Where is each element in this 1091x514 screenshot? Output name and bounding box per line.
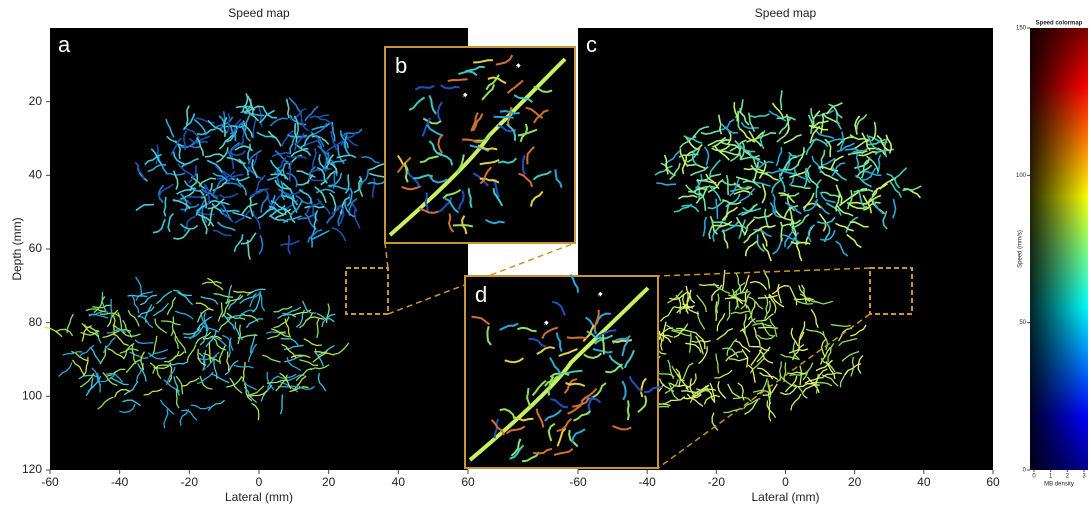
y-tick-label: 40 — [29, 168, 43, 182]
x-tick-label: -20 — [708, 475, 726, 489]
x-tick-label: 0 — [782, 475, 789, 489]
x-tick-label: -60 — [41, 475, 59, 489]
inset-letter: d — [475, 282, 487, 307]
x-tick-label: -20 — [181, 475, 199, 489]
x-tick-label: 60 — [461, 475, 475, 489]
vessel — [278, 386, 298, 387]
vessel — [628, 401, 629, 421]
colorbar-x-label: MB density — [1044, 482, 1074, 488]
colorbar-label: Speed (mm/s) — [1018, 230, 1024, 268]
colorbar-x-tick-label: 1 — [1049, 474, 1053, 480]
panel-title: Speed map — [755, 6, 817, 20]
colorbar-x-tick-label: 3 — [1082, 474, 1086, 480]
panel-letter: c — [586, 32, 597, 57]
panel-letter: a — [58, 32, 71, 57]
x-tick-label: 60 — [986, 475, 1000, 489]
colorbar-tick-label: 100 — [1016, 173, 1027, 179]
x-tick-label: 40 — [917, 475, 931, 489]
figure: aSpeed mapLateral (mm)-60-40-20020406020… — [0, 0, 1091, 509]
colorbar-tick-label: 150 — [1016, 26, 1027, 32]
vessel — [603, 335, 604, 355]
y-tick-label: 100 — [22, 389, 42, 403]
vessel — [567, 337, 587, 338]
inset-letter: b — [395, 53, 407, 78]
y-axis-label: Depth (mm) — [10, 217, 24, 280]
y-tick-label: 120 — [22, 462, 42, 476]
y-tick-label: 60 — [29, 241, 43, 255]
x-axis-label: Lateral (mm) — [225, 490, 293, 504]
vessel — [494, 117, 514, 118]
colorbar-x-tick-label: 2 — [1066, 474, 1070, 480]
x-axis-label: Lateral (mm) — [751, 490, 819, 504]
x-tick-label: 40 — [392, 475, 406, 489]
colorbar-tick-label: 50 — [1019, 320, 1026, 326]
x-tick-label: 20 — [848, 475, 862, 489]
x-tick-label: -40 — [638, 475, 656, 489]
x-tick-label: -60 — [569, 475, 587, 489]
vessel — [781, 222, 783, 242]
colorbar-x-tick-label: 0 — [1032, 474, 1036, 480]
panel-title: Speed map — [228, 6, 290, 20]
colorbar-fade — [1030, 28, 1088, 470]
y-tick-label: 20 — [29, 94, 43, 108]
colorbar-tick-label: 0 — [1023, 468, 1027, 474]
y-tick-label: 80 — [29, 315, 43, 329]
colorbar-title: Speed colormap — [1036, 21, 1083, 27]
x-tick-label: 0 — [256, 475, 263, 489]
x-tick-label: -40 — [111, 475, 129, 489]
x-tick-label: 20 — [322, 475, 336, 489]
